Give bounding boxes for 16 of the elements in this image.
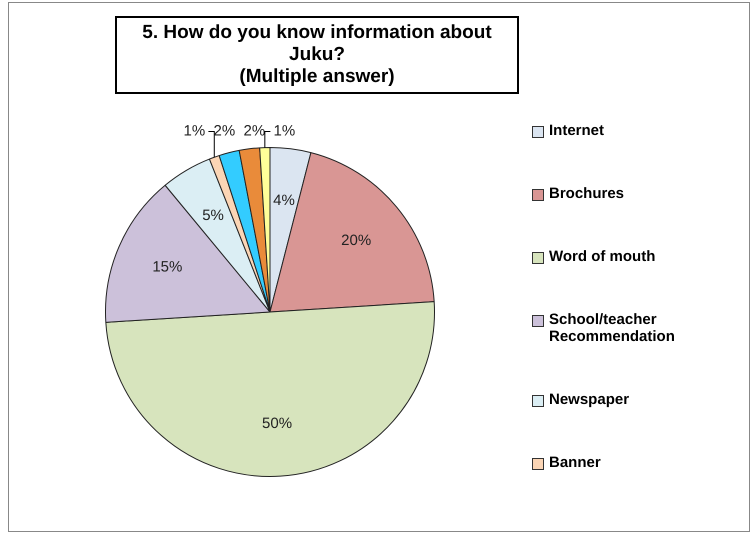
- chart-title: 5. How do you know information about Juku? (Multiple answer): [115, 16, 519, 94]
- data-label: 50%: [262, 414, 292, 432]
- legend-label: Newspaper: [549, 391, 630, 408]
- data-label: 2%: [244, 122, 266, 140]
- legend-label: Internet: [549, 122, 604, 139]
- data-label: 15%: [152, 258, 182, 276]
- data-label: 4%: [273, 192, 295, 210]
- legend-label: Word of mouth: [549, 248, 656, 265]
- data-label: 5%: [202, 206, 224, 224]
- data-label: 20%: [341, 232, 372, 249]
- legend-label: School/teacher Recommendation: [549, 311, 676, 345]
- data-label: 2%: [214, 122, 236, 140]
- legend-label: Banner: [549, 454, 601, 471]
- legend-label: Brochures: [549, 185, 624, 202]
- data-label: 1%: [184, 122, 206, 140]
- data-label: 1%: [274, 122, 296, 140]
